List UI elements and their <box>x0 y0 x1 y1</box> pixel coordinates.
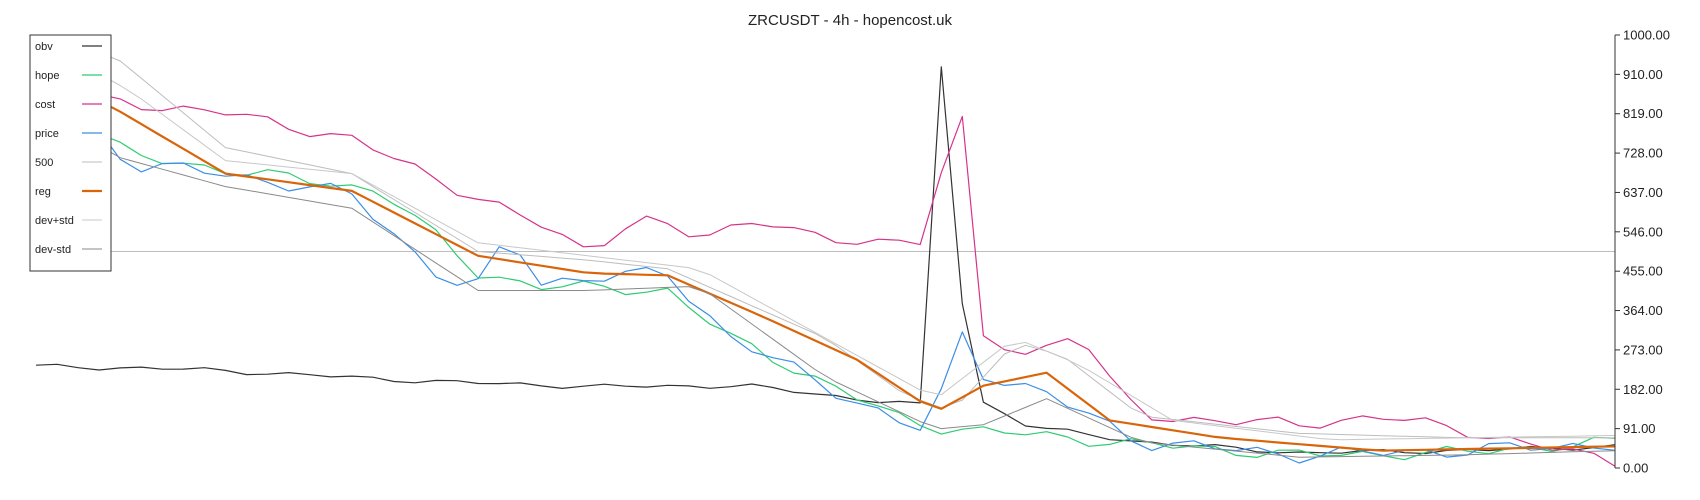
y-tick-label: 1000.00 <box>1623 28 1670 43</box>
series-line-dev-std <box>35 103 1616 458</box>
series-line-reg <box>35 68 1616 452</box>
chart-title: ZRCUSDT - 4h - hopencost.uk <box>748 12 952 29</box>
legend-label: reg <box>35 186 51 198</box>
legend-label: price <box>35 128 59 140</box>
series-line-500 <box>35 34 1615 439</box>
legend-label: cost <box>35 99 55 111</box>
legend-label: 500 <box>35 157 53 169</box>
legend-label: hope <box>35 70 59 82</box>
legend-label: dev+std <box>35 215 74 227</box>
y-axis: 1000.00 910.00 819.00 728.00 637.00 546.00 455… <box>1614 28 1670 476</box>
y-tick-label: 637.00 <box>1623 185 1663 200</box>
series-layer <box>35 34 1616 467</box>
legend: obv hope cost price 500 reg dev+std dev-std <box>29 34 112 272</box>
series-line-dev-std <box>35 38 1616 441</box>
y-tick-label: 91.00 <box>1623 421 1656 436</box>
y-tick-label: 455.00 <box>1623 264 1663 279</box>
legend-label: dev-std <box>35 244 71 256</box>
y-tick-label: 0.00 <box>1623 461 1648 476</box>
y-tick-label: 819.00 <box>1623 106 1663 121</box>
series-line-cost <box>35 86 1616 467</box>
y-tick-label: 546.00 <box>1623 224 1663 239</box>
series-line-obv <box>35 66 1616 455</box>
legend-label: obv <box>35 41 53 53</box>
y-tick-label: 910.00 <box>1623 67 1663 82</box>
y-tick-label: 364.00 <box>1623 303 1663 318</box>
legend-box <box>29 34 112 272</box>
series-line-price <box>35 91 1616 464</box>
y-tick-label: 728.00 <box>1623 146 1663 161</box>
series-line-hope <box>35 92 1616 461</box>
y-tick-label: 273.00 <box>1623 342 1663 357</box>
y-tick-label: 182.00 <box>1623 382 1663 397</box>
